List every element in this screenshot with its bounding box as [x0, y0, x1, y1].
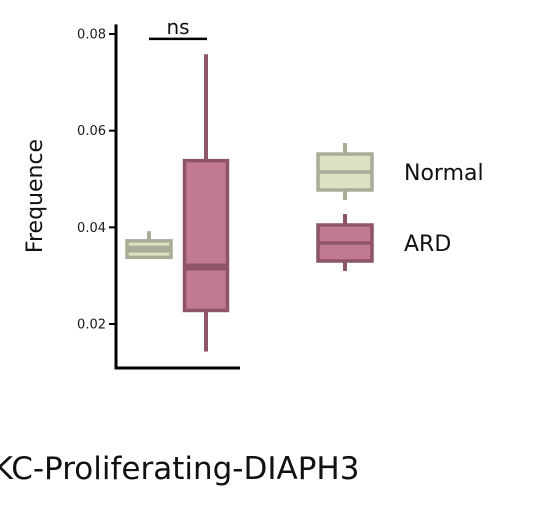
legend: Normal ARD — [316, 143, 484, 271]
y-axis: 0.02 0.04 0.06 0.08 — [77, 24, 240, 370]
legend-label: ARD — [404, 232, 451, 257]
box-ard — [182, 54, 230, 352]
legend-item-ard: ARD — [316, 214, 451, 271]
box-iqr — [182, 158, 230, 313]
y-tick-label: 0.08 — [77, 28, 106, 43]
x-axis-title: KC-Proliferating-DIAPH3 — [0, 451, 359, 487]
box-normal — [125, 231, 173, 260]
significance-label: ns — [166, 15, 189, 39]
y-axis-title: Frequence — [23, 139, 48, 253]
legend-item-normal: Normal — [316, 143, 484, 200]
plot-area — [125, 54, 230, 352]
annotations: ns — [149, 15, 207, 41]
y-tick-label: 0.02 — [77, 318, 106, 333]
y-tick-label: 0.06 — [77, 124, 106, 139]
legend-label: Normal — [404, 161, 484, 186]
y-tick-label: 0.04 — [77, 221, 106, 236]
